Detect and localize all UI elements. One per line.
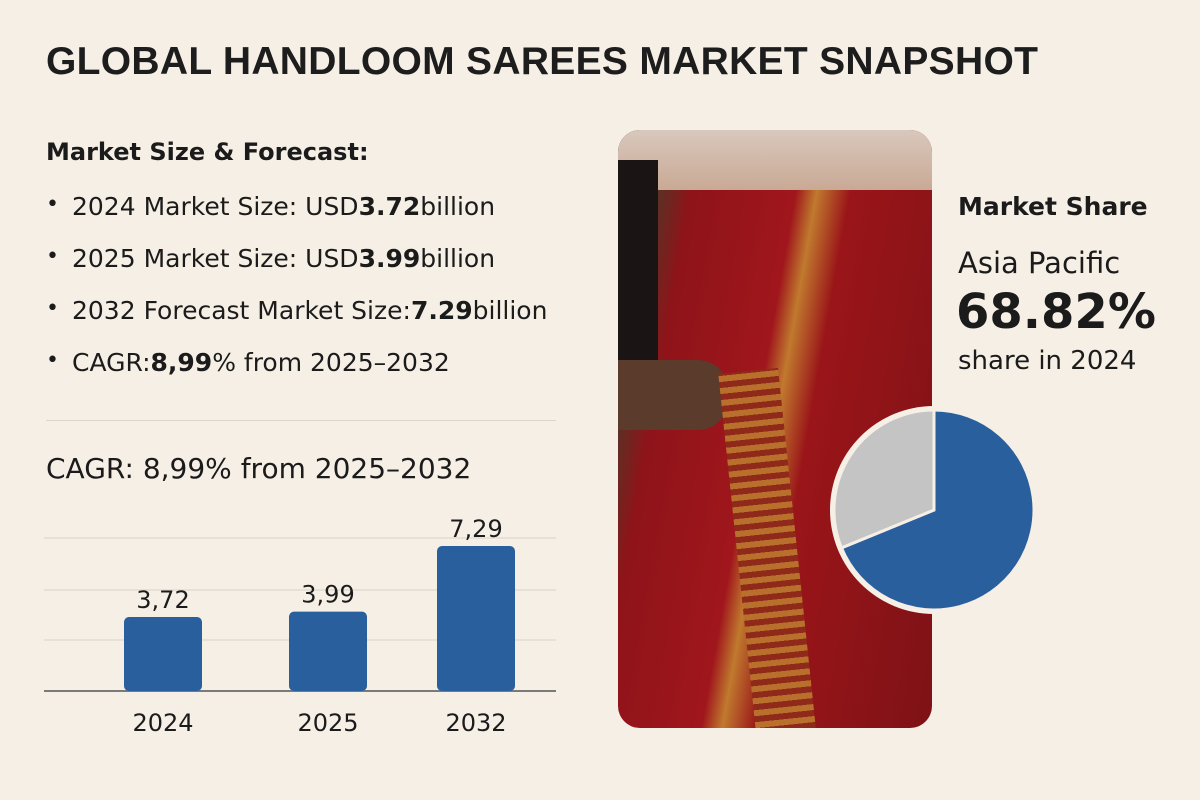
list-item: • 2025 Market Size: USD 3.99 billion [46,244,496,273]
bar-2024 [124,617,202,691]
x-tick-label: 2024 [132,709,193,737]
region-label: Asia Pacific [958,246,1121,280]
list-item: • 2032 Forecast Market Size: 7.29 billion [46,296,548,325]
list-item: • 2024 Market Size: USD 3.72 billion [46,192,496,221]
forecast-list: • 2024 Market Size: USD 3.72 billion • 202… [46,192,547,400]
data-label: 3,72 [136,586,189,614]
share-caption: share in 2024 [958,346,1137,376]
bullet-icon: • [46,244,59,269]
pie-chart [830,406,1038,614]
share-percent: 68.82% [956,284,1156,340]
bar-2025 [289,611,367,691]
bar-2032 [437,546,515,691]
list-item: • CAGR: 8,99% from 2025–2032 [46,348,450,377]
pie-slice-asia-pacific [839,408,1036,612]
bullet-icon: • [46,348,59,373]
forecast-heading: Market Size & Forecast: [46,138,369,166]
bullet-icon: • [46,296,59,321]
x-tick-label: 2025 [297,709,358,737]
data-label: 3,99 [301,581,354,609]
pie-slice-other [832,408,936,550]
market-share-heading: Market Share [958,192,1148,221]
x-tick-label: 2032 [445,709,506,737]
data-label: 7,29 [449,515,502,543]
divider [46,420,556,421]
page-title: GLOBAL HANDLOOM SAREES MARKET SNAPSHOT [46,40,1039,83]
bullet-icon: • [46,192,59,217]
bar-chart: 3,72 2024 3,99 2025 7,29 2032 [44,515,556,737]
cagr-label: CAGR: 8,99% from 2025–2032 [46,452,472,485]
